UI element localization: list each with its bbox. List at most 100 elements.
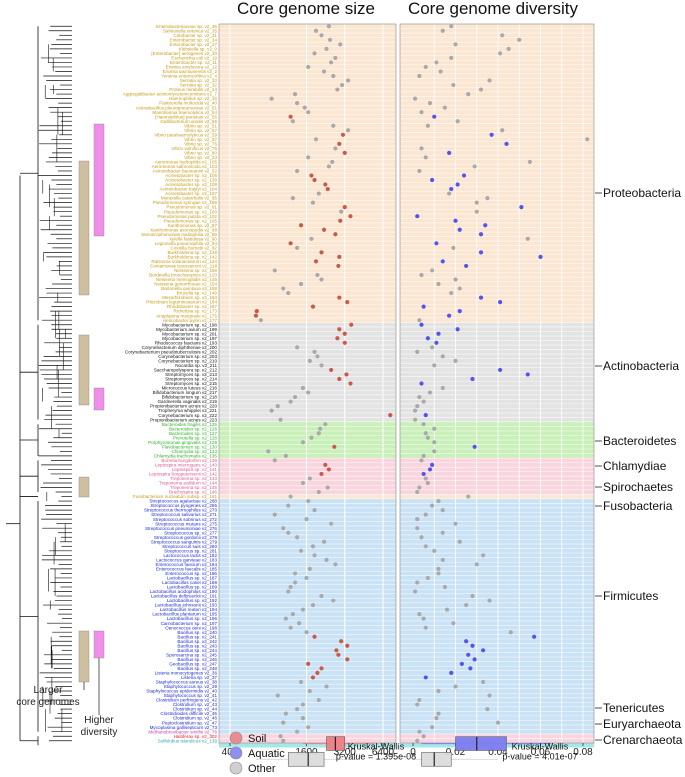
diversity-point [440,508,445,513]
size-point [345,643,350,648]
diversity-point [413,408,418,413]
size-point [331,598,336,603]
size-point [295,245,300,250]
size-point [304,517,309,522]
diversity-point [464,602,469,608]
species-label: Streptomyces sp. v2_213 [165,372,217,377]
size-panel-title: Core genome size [237,0,375,18]
diversity-point [470,376,475,382]
diversity-point [436,571,441,576]
size-point [334,648,339,653]
species-label: Streptococcus pyogenes v2_265 [150,503,217,508]
diversity-point [415,702,420,707]
size-point [312,177,317,183]
diversity-point [453,358,458,363]
species-label: Salmonella enterica v2_35 [163,28,218,33]
size-point [312,553,317,558]
diversity-point [425,336,430,341]
species-label: Erwinia amylovora v2_12 [166,65,218,70]
size-point [290,195,295,201]
size-point [315,670,320,676]
diversity-point [470,643,475,648]
diversity-point [436,688,441,694]
species-label: Mycobacterium avium v2_199 [156,327,217,332]
species-label: Clostridium sp. v2_43 [173,702,218,707]
diversity-point [419,458,424,463]
species-label: Treponema sp. v2_145 [170,485,218,490]
size-point [307,566,312,572]
size-point [345,128,351,133]
size-point [342,340,347,345]
size-point [288,114,293,119]
species-label: Flavobacterium sp. v2_130 [162,444,218,449]
size-point [281,526,286,531]
diversity-point [421,399,426,404]
species-label: Rickettsia sp. v2_173 [173,309,217,314]
size-point [275,404,280,409]
diversity-point [449,55,454,61]
diversity-point [485,706,490,712]
size-point [278,417,283,422]
species-label: Bacillus sp. v2_246 [177,657,217,662]
diversity-point [432,548,437,553]
species-label: Mesorhizobium sp. v2_163 [162,295,217,300]
diversity-point [519,205,524,210]
size-point [348,214,353,219]
size-point [337,254,342,259]
size-point [325,186,330,192]
species-label: Neisseria meningitidis v2_148 [156,277,217,282]
species-label: Enterobacter sp. v2_11 [170,60,218,65]
species-label: Moraxella catarrhalis v2_95 [161,196,218,201]
species-label: Burkholderia sp. v2_142 [167,254,217,259]
diversity-point [474,562,479,567]
diversity-point [425,435,430,440]
size-point [283,711,288,716]
diversity-point [436,566,441,572]
species-label: Stenotrophomonas maltophilia v2_89 [141,232,217,237]
species-label: Brachyspira sp. v2_146 [169,490,217,495]
species-label: Staphylococcus sp. v2_41 [164,693,218,698]
species-label: Propionibacterium acnes v2_223 [150,417,217,422]
size-point [298,679,304,685]
species-label: Xanthomonas sp. v2_87 [167,223,217,228]
group-label-crenarchaeota: Crenarchaeota [603,733,683,747]
size-point [319,593,324,599]
diversity-point [457,539,462,544]
diversity-point [455,119,460,124]
size-point [298,281,304,287]
legend-swatch-other [229,761,243,775]
size-point [337,141,342,146]
species-label: Haemophilus sp. v2_16 [169,96,217,101]
diversity-point [466,652,471,657]
species-label: Haloferax sp. v2_302 [174,734,218,739]
size-point [295,706,300,712]
diversity-point [449,290,454,296]
div-tick-label: 0.08 [573,747,593,758]
size-point [254,309,259,314]
species-label: Acinetobacter baylyi v2_104 [160,187,218,192]
diversity-point [413,96,418,101]
species-label: Streptococcus thermophilus v2_270 [144,508,217,513]
diversity-point [427,101,433,106]
species-label: Corynebacterium diphtheriae v2_200 [142,345,218,350]
size-point [319,250,324,255]
species-label: Vibrio sp. v2_76 [184,141,217,146]
size-point [286,290,291,296]
diversity-point [487,78,492,83]
size-point [340,132,346,137]
size-point [288,494,293,499]
diversity-point [417,697,422,703]
tree-label-higher: Higher [84,715,114,726]
diversity-point [425,480,430,486]
species-label: Pseudomonas sp. v2_105 [164,218,218,223]
species-label: Vibrio sp. v2_67 [184,137,217,142]
size-point [327,37,333,42]
diversity-point [423,675,428,680]
diversity-point [423,431,428,436]
diversity-points [413,24,590,743]
group-label-spirochaetes: Spirochaetes [603,480,673,494]
diversity-point [417,729,422,734]
diversity-point [506,46,511,51]
size-point [312,349,317,354]
species-label: Staphylococcus epidermidis v2_40 [146,689,217,694]
